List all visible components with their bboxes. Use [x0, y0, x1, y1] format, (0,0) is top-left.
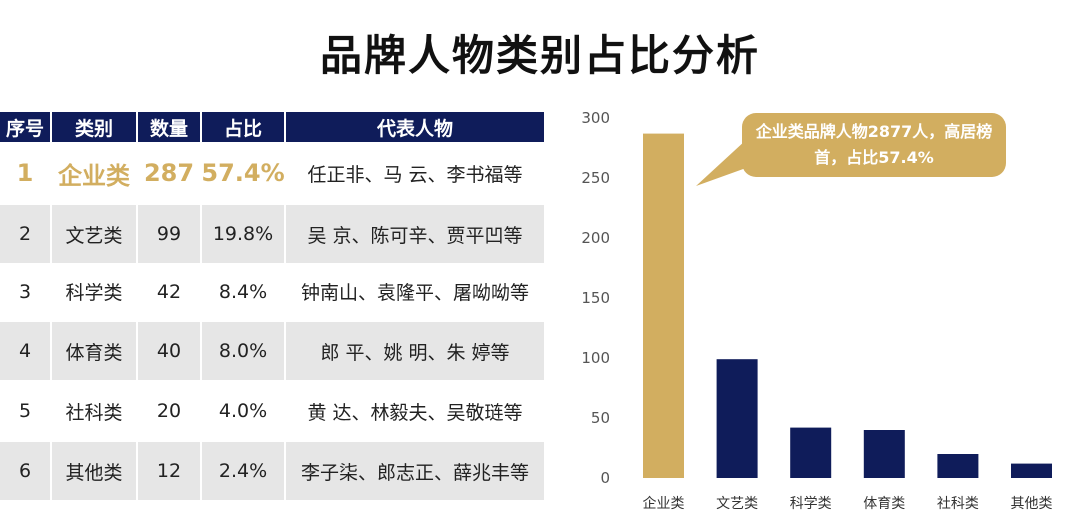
bar-4: [863, 430, 905, 478]
chart-annotation: 企业类品牌人物2877人，高居榜首，占比57.4%: [742, 113, 1006, 177]
table-row: 6 其他类 12 2.4% 李子柒、郎志正、薛兆丰等: [0, 442, 544, 500]
cell-share: 8.4%: [218, 280, 268, 303]
cell-count: 99: [156, 223, 182, 245]
table-row: 2 文艺类 99 19.8% 吴 京、陈可辛、贾平凹等: [0, 205, 544, 263]
page-title: 品牌人物类别占比分析: [319, 31, 760, 80]
y-tick-label: 250: [581, 169, 610, 187]
bar-1: [643, 133, 684, 478]
cell-category: 社科类: [65, 401, 123, 424]
table-row: 1 企业类 287 57.4% 任正非、马 云、李书福等: [0, 145, 544, 201]
x-tick-label: 体育类: [863, 496, 905, 512]
cell-people: 黄 达、林毅夫、吴敬琏等: [307, 401, 523, 424]
cell-people: 吴 京、陈可辛、贾平凹等: [307, 224, 523, 247]
header-share: 占比: [223, 117, 262, 140]
y-tick-label: 150: [581, 289, 610, 307]
header-people: 代表人物: [376, 117, 453, 140]
cell-share: 8.0%: [218, 340, 268, 362]
y-tick-label: 0: [600, 469, 610, 487]
cell-people: 钟南山、袁隆平、屠呦呦等: [300, 282, 529, 304]
table-row: 4 体育类 40 8.0% 郎 平、姚 明、朱 婷等: [0, 322, 544, 380]
cell-no: 1: [16, 159, 34, 187]
cell-people: 李子柒、郎志正、薛兆丰等: [300, 461, 529, 484]
cell-count: 40: [156, 340, 182, 362]
x-tick-label: 其他类: [1011, 496, 1053, 512]
table-row: 3 科学类 42 8.4% 钟南山、袁隆平、屠呦呦等: [0, 263, 544, 320]
bar-6: [1011, 463, 1052, 478]
cell-share: 4.0%: [218, 400, 268, 422]
cell-category: 其他类: [65, 461, 123, 484]
cell-category: 文艺类: [65, 224, 123, 247]
cell-share: 2.4%: [218, 460, 268, 482]
cell-category: 企业类: [58, 161, 130, 190]
y-tick-label: 300: [581, 109, 610, 127]
callout-pointer: [696, 140, 746, 186]
bar-3: [790, 427, 832, 478]
cell-share: 19.8%: [212, 223, 274, 245]
bar-2: [716, 359, 758, 478]
cell-no: 3: [18, 280, 32, 303]
cell-count: 287: [143, 159, 195, 187]
cell-category: 体育类: [65, 341, 123, 364]
x-tick-label: 社科类: [937, 496, 979, 512]
cell-no: 5: [18, 400, 32, 422]
cell-no: 2: [18, 223, 32, 245]
header-count: 数量: [149, 117, 188, 140]
cell-share: 57.4%: [201, 159, 285, 187]
y-tick-label: 50: [591, 409, 610, 427]
cell-people: 郎 平、姚 明、朱 婷等: [320, 341, 510, 364]
x-tick-label: 文艺类: [716, 496, 758, 512]
header-category: 类别: [74, 117, 113, 140]
cell-no: 4: [18, 340, 32, 362]
cell-count: 42: [156, 280, 182, 303]
y-tick-label: 200: [581, 229, 610, 247]
bar-chart: 0 50 100 150 200 250 300 企业类 文艺类 科学类 体育类 社科类 其他类: [581, 109, 1053, 512]
y-tick-label: 100: [581, 349, 610, 367]
cell-category: 科学类: [65, 282, 123, 304]
x-tick-label: 企业类: [643, 495, 685, 512]
cell-count: 20: [156, 400, 182, 422]
cell-no: 6: [18, 460, 32, 482]
cell-people: 任正非、马 云、李书福等: [307, 163, 523, 186]
header-no: 序号: [5, 117, 44, 140]
bar-5: [937, 454, 979, 478]
table-header-row: 序号 类别 数量 占比 代表人物: [0, 112, 544, 142]
cell-count: 12: [156, 460, 182, 482]
x-tick-label: 科学类: [790, 496, 832, 512]
table-row: 5 社科类 20 4.0% 黄 达、林毅夫、吴敬琏等: [0, 382, 544, 440]
